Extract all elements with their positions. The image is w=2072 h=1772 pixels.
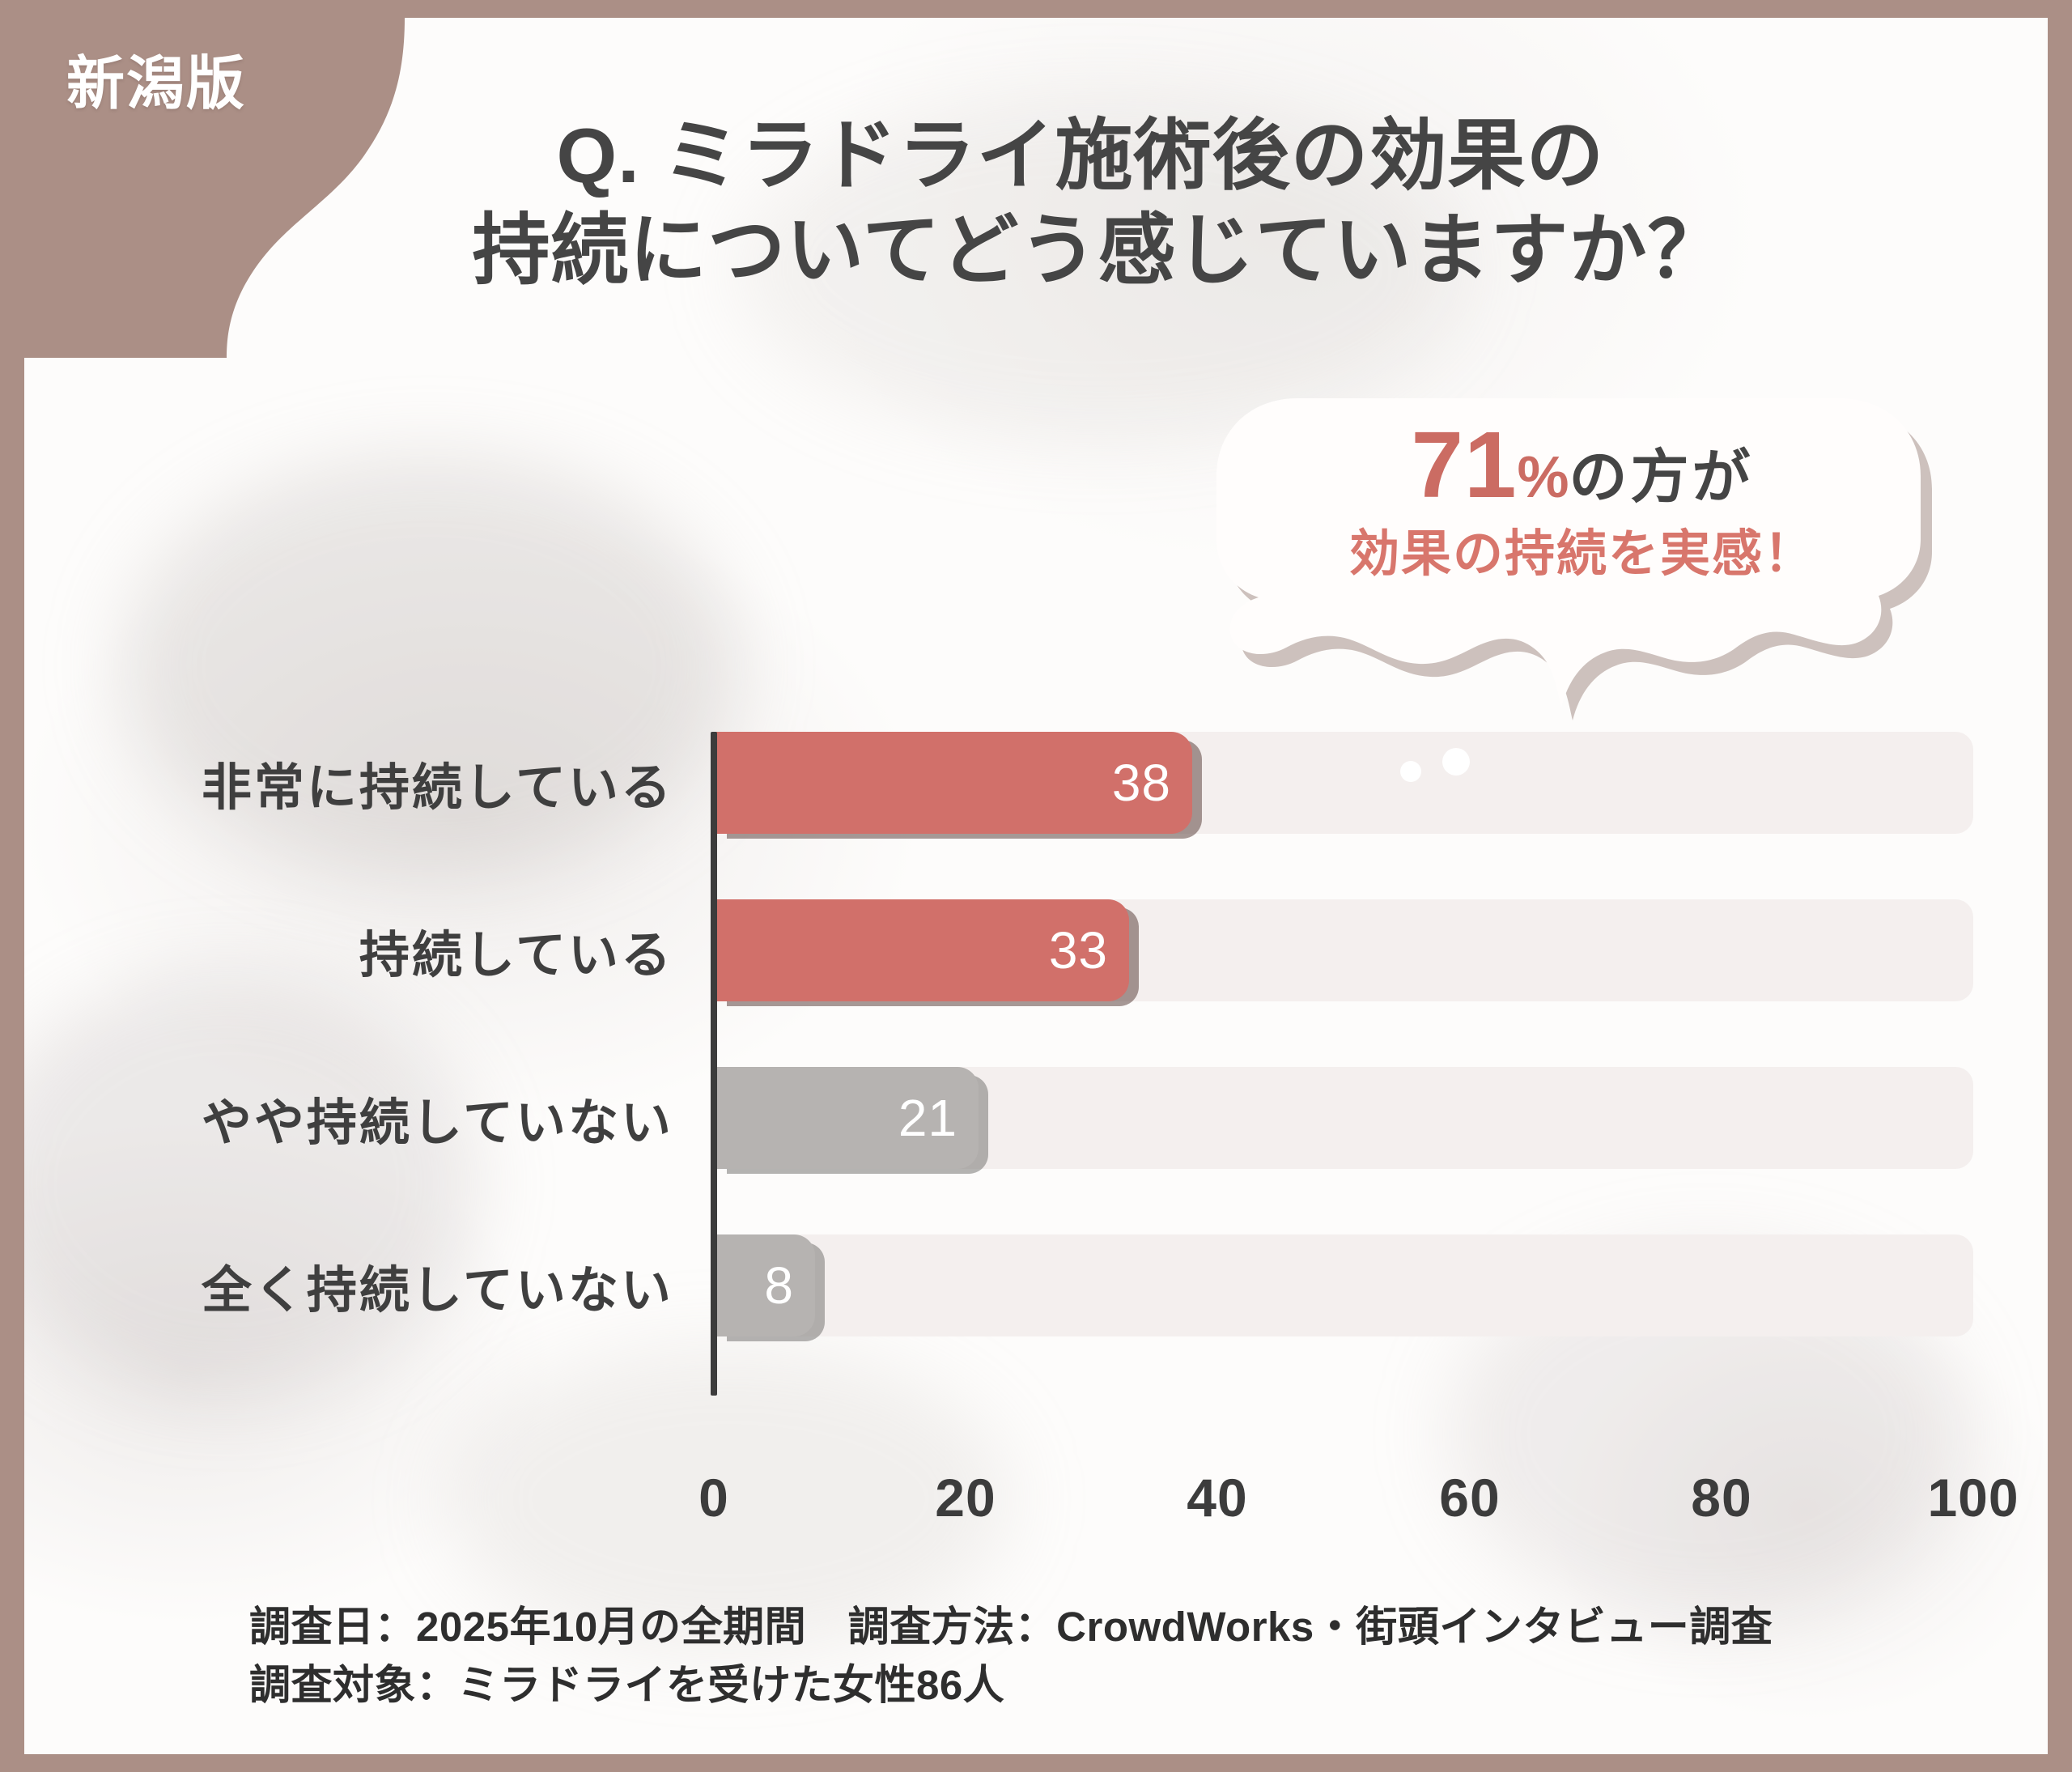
bar-value-label: 21: [898, 1089, 957, 1147]
y-axis-line: [711, 732, 717, 1396]
survey-metadata-line-2: 調査対象：ミラドライを受けた女性86人: [249, 1662, 1005, 1709]
bar-category-label: やや持続していない: [201, 1095, 673, 1151]
bar-fill: 21: [714, 1067, 979, 1169]
table-row: 持続している 33: [24, 882, 2048, 1019]
page-title: Q. ミラドライ施術後の効果の 持続についてどう感じていますか？: [24, 108, 2048, 298]
bubble-tail-dot: [1442, 748, 1470, 776]
infographic-card: 新潟版 Q. ミラドライ施術後の効果の 持続についてどう感じていますか？ 71%…: [24, 18, 2048, 1754]
bar-category-label: 非常に持続している: [201, 760, 673, 816]
x-axis-tick: 80: [1691, 1468, 1752, 1528]
callout-bubble: 71%の方が 効果の持続を実感！: [1202, 380, 2011, 720]
title-line-2: 持続についてどう感じていますか？: [472, 207, 1726, 295]
bubble-percent-number: 71: [1411, 412, 1518, 517]
bar-category-label: 持続している: [359, 928, 673, 984]
bar-fill: 33: [714, 899, 1129, 1001]
bar-track: [714, 1234, 1973, 1336]
title-line-1: Q. ミラドライ施術後の効果の: [556, 113, 1605, 199]
bar-value-label: 38: [1111, 754, 1171, 812]
survey-metadata: 調査日：2025年10月の全期間 調査方法：CrowdWorks・街頭インタビュ…: [249, 1598, 1949, 1715]
bar-fill: 8: [714, 1234, 815, 1336]
table-row: 非常に持続している 38: [24, 714, 2048, 852]
bar-fill: 38: [714, 732, 1192, 834]
badge-label: 新潟版: [66, 52, 247, 117]
x-axis: 0 20 40 60 80 100: [698, 1468, 2018, 1544]
x-axis-tick: 0: [698, 1468, 729, 1528]
bubble-headline-suffix: の方が: [1569, 445, 1754, 510]
survey-metadata-line-1: 調査日：2025年10月の全期間 調査方法：CrowdWorks・街頭インタビュ…: [249, 1604, 1773, 1650]
x-axis-tick: 100: [1927, 1468, 2019, 1528]
bar-category-label: 全く持続していない: [201, 1263, 673, 1319]
bar-value-label: 33: [1048, 921, 1108, 979]
table-row: 全く持続していない 8: [24, 1217, 2048, 1354]
x-axis-tick: 20: [935, 1468, 996, 1528]
bubble-percent-sign: %: [1517, 445, 1569, 510]
bubble-subline: 効果の持続を実感！: [1348, 526, 1815, 582]
bubble-headline: 71%の方が: [1202, 418, 1963, 512]
x-axis-tick: 40: [1187, 1468, 1248, 1528]
bubble-shape-svg: [1216, 398, 1932, 720]
x-axis-tick: 60: [1439, 1468, 1501, 1528]
bar-value-label: 8: [764, 1256, 794, 1315]
bubble-tail-dot: [1400, 761, 1421, 782]
badge-shape-svg: [24, 18, 405, 358]
region-badge: 新潟版: [24, 18, 478, 358]
table-row: やや持続していない 21: [24, 1049, 2048, 1187]
bubble-text-block: 71%の方が 効果の持続を実感！: [1202, 418, 1963, 580]
bar-chart: 非常に持続している 38 持続している 33 やや持続していない 21: [24, 714, 2048, 1475]
